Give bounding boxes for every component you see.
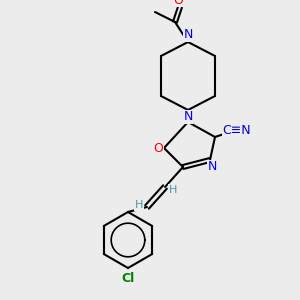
Text: O: O xyxy=(173,0,183,7)
Text: H: H xyxy=(135,200,143,210)
Text: C≡N: C≡N xyxy=(223,124,251,136)
Text: H: H xyxy=(169,185,177,195)
Text: N: N xyxy=(207,160,217,173)
Text: O: O xyxy=(153,142,163,154)
Text: N: N xyxy=(183,110,193,124)
Text: N: N xyxy=(183,28,193,41)
Text: Cl: Cl xyxy=(122,272,135,284)
